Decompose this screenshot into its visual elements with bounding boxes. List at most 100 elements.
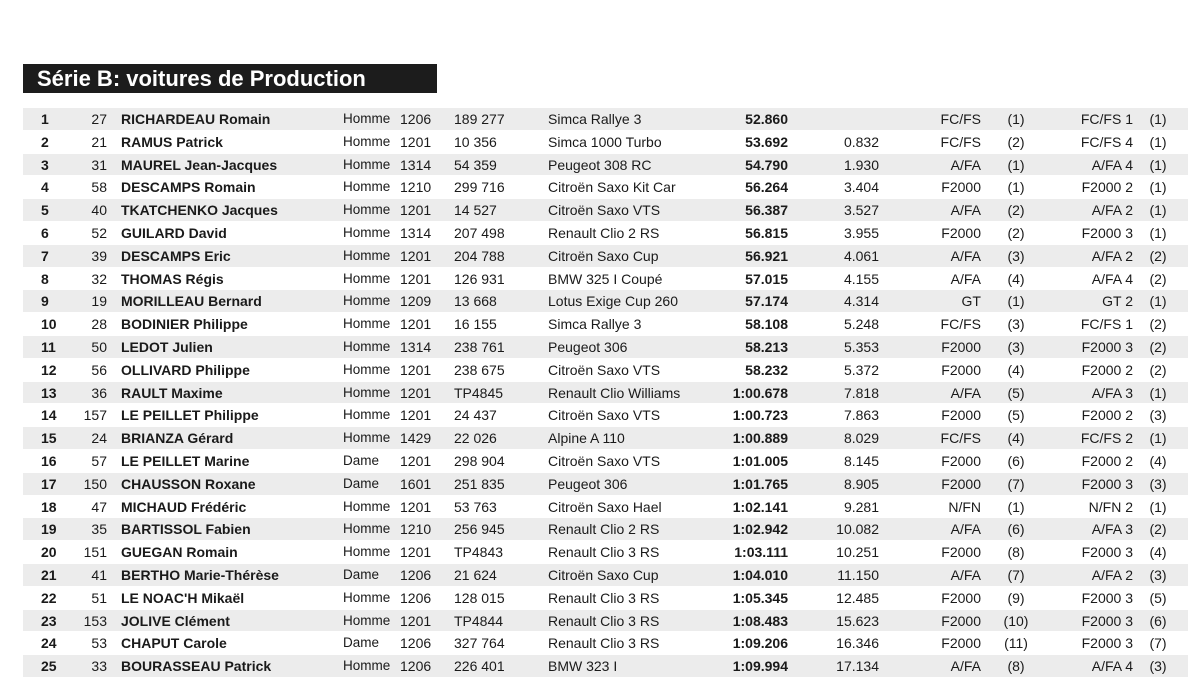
car-model-cell: Peugeot 306	[548, 338, 628, 355]
car-number-cell: 47	[91, 498, 107, 515]
gap-cell: 3.404	[843, 179, 879, 196]
class-rank-cell: (7)	[1007, 475, 1025, 492]
group-rank-cell: (1)	[1149, 156, 1167, 173]
class-rank-cell: (8)	[1007, 658, 1025, 675]
car-number-cell: 21	[91, 133, 107, 150]
displacement-cell: 1206	[400, 589, 432, 606]
car-number-cell: 28	[91, 316, 107, 333]
driver-name-cell: MICHAUD Frédéric	[121, 498, 247, 515]
position-cell: 15	[41, 430, 57, 447]
table-row: 21 41 BERTHO Marie-Thérèse Dame 1206 21 624 Ci…	[23, 563, 1188, 587]
category-cell: Homme	[343, 589, 391, 605]
position-cell: 1	[41, 111, 49, 127]
driver-name-cell: MORILLEAU Bernard	[121, 293, 262, 310]
group-cell: A/FA 2	[1091, 202, 1133, 219]
car-number-cell: 51	[91, 589, 107, 606]
class-cell: FC/FS	[940, 133, 981, 150]
group-cell: N/FN 2	[1088, 498, 1133, 515]
displacement-cell: 1201	[400, 612, 432, 629]
gap-cell: 1.930	[843, 156, 879, 173]
gap-cell: 8.029	[843, 430, 879, 447]
car-model-cell: Citroën Saxo Hael	[548, 498, 662, 515]
class-cell: F2000	[941, 635, 981, 652]
gap-cell: 11.150	[837, 566, 879, 583]
license-cell: 126 931	[454, 270, 505, 287]
car-model-cell: Simca Rallye 3	[548, 316, 642, 333]
group-cell: FC/FS 1	[1080, 316, 1133, 333]
car-model-cell: Alpine A 110	[548, 430, 625, 447]
category-cell: Homme	[343, 316, 391, 332]
driver-name-cell: CHAUSSON Roxane	[121, 475, 256, 492]
displacement-cell: 1201	[400, 316, 432, 333]
group-cell: F2000 3	[1081, 589, 1133, 606]
table-row: 13 36 RAULT Maxime Homme 1201 TP4845 Renault C…	[23, 381, 1188, 405]
gap-cell: 15.623	[836, 612, 879, 629]
displacement-cell: 1201	[400, 247, 432, 264]
time-cell: 1:02.141	[732, 498, 788, 515]
time-cell: 58.213	[745, 338, 788, 355]
class-cell: FC/FS	[940, 111, 981, 127]
displacement-cell: 1210	[400, 179, 432, 196]
position-cell: 22	[41, 589, 57, 606]
category-cell: Homme	[343, 111, 391, 126]
gap-cell: 4.314	[843, 293, 879, 310]
group-rank-cell: (7)	[1149, 635, 1167, 652]
time-cell: 1:00.889	[732, 430, 788, 447]
displacement-cell: 1201	[400, 384, 432, 401]
displacement-cell: 1201	[400, 544, 432, 561]
gap-cell: 9.281	[843, 498, 879, 515]
category-cell: Homme	[343, 384, 391, 400]
class-rank-cell: (1)	[1007, 179, 1025, 196]
class-rank-cell: (1)	[1007, 156, 1025, 173]
displacement-cell: 1201	[400, 202, 432, 219]
license-cell: TP4844	[454, 612, 504, 629]
gap-cell: 4.061	[843, 247, 879, 264]
displacement-cell: 1429	[400, 430, 432, 447]
position-cell: 3	[41, 156, 49, 173]
displacement-cell: 1209	[400, 293, 432, 310]
car-number-cell: 157	[83, 407, 107, 424]
displacement-cell: 1201	[400, 452, 432, 469]
car-number-cell: 39	[91, 247, 107, 264]
car-model-cell: Renault Clio 3 RS	[548, 589, 660, 606]
car-model-cell: Renault Clio 3 RS	[548, 544, 660, 561]
license-cell: 53 763	[454, 498, 497, 515]
driver-name-cell: THOMAS Régis	[121, 270, 224, 287]
position-cell: 9	[41, 293, 49, 310]
time-cell: 1:09.206	[732, 635, 788, 652]
class-cell: F2000	[941, 475, 981, 492]
class-cell: FC/FS	[940, 430, 981, 447]
position-cell: 20	[41, 544, 57, 561]
gap-cell: 8.905	[843, 475, 879, 492]
car-number-cell: 52	[91, 224, 107, 241]
class-rank-cell: (3)	[1007, 247, 1025, 264]
class-rank-cell: (9)	[1007, 589, 1025, 606]
gap-cell: 4.155	[843, 270, 879, 287]
car-number-cell: 153	[83, 612, 107, 629]
table-row: 3 31 MAUREL Jean-Jacques Homme 1314 54 359 Peu…	[23, 153, 1188, 177]
table-row: 24 53 CHAPUT Carole Dame 1206 327 764 Renault …	[23, 632, 1188, 656]
group-cell: F2000 3	[1081, 224, 1133, 241]
license-cell: 13 668	[454, 293, 497, 310]
displacement-cell: 1201	[400, 361, 432, 378]
license-cell: 327 764	[454, 635, 505, 652]
car-number-cell: 27	[91, 111, 107, 127]
group-cell: F2000 3	[1081, 338, 1133, 355]
group-rank-cell: (1)	[1149, 133, 1167, 150]
car-model-cell: Renault Clio 2 RS	[548, 224, 660, 241]
displacement-cell: 1314	[400, 338, 432, 355]
position-cell: 2	[41, 133, 49, 150]
position-cell: 4	[41, 179, 49, 196]
driver-name-cell: JOLIVE Clément	[121, 612, 230, 629]
gap-cell: 16.346	[836, 635, 879, 652]
position-cell: 6	[41, 224, 49, 241]
category-cell: Homme	[343, 361, 391, 377]
category-cell: Homme	[343, 133, 391, 149]
class-rank-cell: (1)	[1007, 111, 1025, 127]
displacement-cell: 1210	[400, 521, 432, 538]
displacement-cell: 1201	[400, 407, 432, 424]
gap-cell: 8.145	[843, 452, 879, 469]
car-model-cell: Simca Rallye 3	[548, 111, 642, 127]
category-cell: Dame	[343, 452, 380, 468]
time-cell: 1:05.345	[732, 589, 788, 606]
